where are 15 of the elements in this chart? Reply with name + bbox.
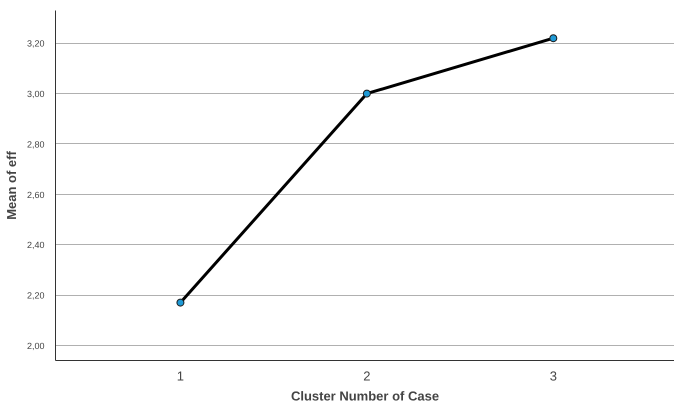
y-tick-label: 2,20	[26, 290, 45, 301]
y-tick-label: 3,20	[26, 38, 45, 49]
point	[362, 90, 371, 98]
x-axis-title: Cluster Number of Case	[290, 388, 440, 404]
y-tick-label: 2,80	[26, 139, 45, 150]
x-tick-label: 1	[176, 368, 184, 384]
point	[176, 298, 184, 307]
y-tick-label: 2,60	[26, 190, 45, 200]
y-tick-label: 2,00	[26, 340, 45, 351]
y-tick-label: 2,40	[26, 240, 45, 250]
x-tick-label: 3	[550, 368, 557, 384]
point	[549, 34, 558, 42]
y-axis-title: Mean of eff	[4, 150, 19, 220]
x-tick-label: 2	[363, 368, 370, 384]
y-tick-label: 3,00	[26, 89, 45, 100]
